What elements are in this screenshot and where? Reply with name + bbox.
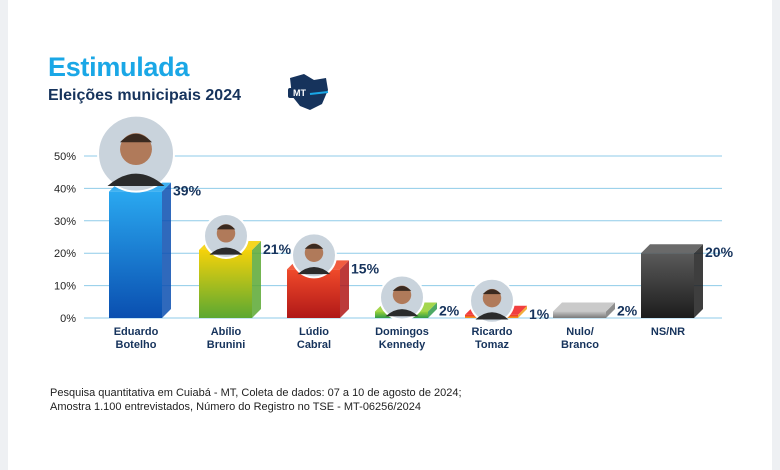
y-tick-label: 0% [60,313,76,325]
y-tick-label: 30% [54,216,76,228]
value-label: 15% [351,260,380,276]
footnote-line-1: Pesquisa quantitativa em Cuiabá - MT, Co… [50,387,462,399]
logo-text: MT [293,88,306,98]
category-label: Cabral [297,339,331,351]
category-label: Ricardo [472,326,513,338]
category-label: Nulo/ [566,326,594,338]
value-label: 1% [529,306,550,322]
bar [97,114,175,318]
bar-side [162,182,171,318]
bar-side [340,260,349,318]
chart-title: Estimulada [48,52,190,82]
bar [199,212,261,318]
bar-side [694,244,703,318]
y-axis-ticks: 0% 10% 20% 30% 40% 50% [54,151,76,325]
footnote-line-2: Amostra 1.100 entrevistados, Número do R… [50,401,421,413]
value-label: 20% [705,244,734,260]
bars [97,114,703,324]
value-label: 2% [439,303,460,319]
bar-front [199,249,252,318]
category-label: Botelho [116,339,157,351]
y-tick-label: 10% [54,281,76,293]
candidate-photo [203,212,249,259]
category-label: Branco [561,339,599,351]
bar-front [109,191,162,318]
category-label: Domingos [375,326,429,338]
y-tick-label: 20% [54,248,76,260]
candidate-photo [97,114,175,193]
bar-side [518,305,527,318]
bar [641,244,703,318]
category-label: Kennedy [379,339,426,351]
candidate-photo [379,274,425,321]
value-label: 2% [617,303,638,319]
chart-subtitle: Eleições municipais 2024 [48,87,241,104]
y-tick-label: 50% [54,151,76,163]
bar [287,232,349,318]
category-label: Abílio [211,326,242,338]
mato-grosso-map-logo-icon: MT [288,74,329,110]
candidate-photo [469,277,515,324]
category-label: Eduardo [114,326,159,338]
bar-top [641,244,703,254]
footnote: Pesquisa quantitativa em Cuiabá - MT, Co… [50,386,462,414]
bar [375,274,437,321]
bar-side [428,302,437,318]
bar-top [553,302,615,312]
value-label: 21% [263,241,292,257]
bar-front [553,311,606,318]
category-label: Lúdio [299,326,329,338]
value-labels: 39% 21% 15% 2% 1% 2% 20% [173,183,734,322]
category-label: Tomaz [475,339,510,351]
bar [465,277,527,324]
bar-side [606,302,615,318]
y-tick-label: 40% [54,183,76,195]
category-label: Brunini [207,339,246,351]
category-label: NS/NR [651,326,685,338]
bar-side [252,240,261,318]
value-label: 39% [173,183,202,199]
bar-front [641,253,694,318]
bar [553,302,615,318]
candidate-photo [291,232,337,279]
